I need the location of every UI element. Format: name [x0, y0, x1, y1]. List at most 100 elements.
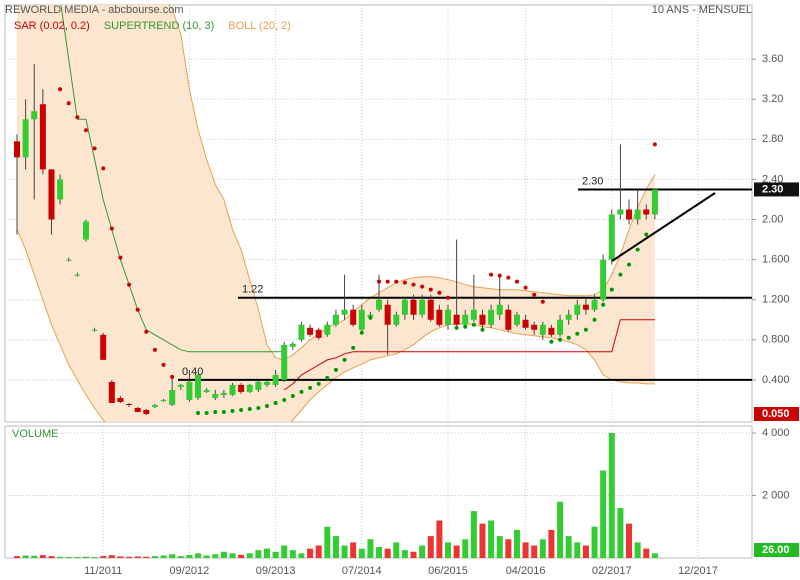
sar-dot [437, 290, 442, 295]
sar-dot [446, 295, 450, 300]
sar-dot [144, 329, 149, 334]
volume-bar [488, 520, 495, 558]
sar-dot [549, 339, 554, 344]
sar-dot [402, 280, 407, 285]
level-label: 2.30 [582, 175, 603, 187]
candle-body [91, 329, 98, 331]
candle-body [324, 324, 331, 335]
sar-dot [333, 367, 338, 372]
x-tick-label: 09/2013 [256, 565, 296, 577]
volume-bar [479, 523, 486, 558]
level-label: 1.22 [242, 284, 263, 296]
candle-body [195, 374, 202, 398]
candle-body [186, 381, 193, 400]
sar-dot [256, 405, 261, 410]
sar-dot [618, 272, 623, 277]
sar-dot [127, 282, 132, 287]
sar-dot [282, 397, 287, 402]
volume-title: VOLUME [12, 428, 58, 440]
volume-bar [513, 529, 520, 558]
volume-bar [143, 556, 150, 558]
candle-body [134, 407, 141, 412]
sar-dot [644, 232, 649, 237]
candle-body [212, 393, 219, 398]
volume-bar [367, 539, 374, 558]
volume-bar [617, 508, 624, 558]
sar-dot [196, 410, 201, 415]
candle-body [281, 344, 288, 380]
volume-bar [453, 545, 460, 558]
volume-bar [74, 557, 81, 558]
candle-body [651, 189, 658, 215]
indicator-line [283, 319, 655, 391]
legend-entry: BOLL (20, 2) [228, 20, 291, 32]
y-tick-label: 2 000 [762, 489, 790, 501]
candle-body [427, 299, 434, 320]
candle-body [177, 384, 184, 387]
sar-dot [221, 409, 226, 414]
candle-body [539, 324, 546, 335]
candle-body [272, 374, 279, 385]
volume-bar [220, 551, 227, 558]
volume-bar [22, 555, 29, 558]
sar-dot [273, 400, 278, 405]
sar-dot [489, 272, 494, 277]
candle-body [255, 381, 262, 390]
volume-bar [651, 553, 658, 558]
sar-dot [583, 327, 588, 332]
sar-dot [368, 315, 373, 320]
candle-body [445, 309, 451, 325]
candle-body [436, 309, 443, 325]
candle-body [39, 104, 46, 170]
volume-bar [462, 539, 469, 558]
volume-bar [608, 433, 615, 558]
volume-bar [376, 547, 383, 558]
volume-bar [531, 545, 538, 558]
indicator-line [60, 5, 285, 353]
sar-dot [359, 330, 364, 335]
y-tick-label: 1.600 [762, 254, 790, 266]
volume-bar [195, 553, 202, 558]
candle-body [100, 334, 107, 360]
level-label: 0.40 [182, 366, 203, 378]
sar-dot [290, 393, 295, 398]
sar-dot [566, 335, 571, 340]
x-tick-label: 02/2017 [592, 565, 632, 577]
sar-dot [411, 282, 416, 287]
legend-entry: SUPERTREND (10, 3) [104, 20, 214, 32]
candle-body [74, 274, 81, 276]
volume-bar [212, 554, 219, 558]
sar-dot [558, 337, 563, 342]
x-tick-label: 04/2016 [506, 565, 546, 577]
candle-body [160, 399, 167, 401]
sar-dot [135, 307, 140, 312]
candle-body [488, 309, 495, 325]
sar-dot [152, 347, 157, 352]
candle-body [358, 309, 365, 330]
volume-bar [470, 511, 477, 558]
last-price-label: 2.30 [762, 183, 783, 195]
candle-body [582, 304, 589, 310]
volume-bar [238, 554, 245, 558]
sar-dot [66, 101, 71, 106]
candle-body [289, 343, 296, 347]
y-tick-label: 1.200 [762, 294, 790, 306]
volume-bar [48, 556, 55, 558]
volume-plot [5, 426, 752, 558]
volume-bar [91, 557, 98, 558]
volume-bar [263, 548, 270, 558]
volume-panel [4, 425, 753, 559]
y-tick-label: 3.20 [762, 93, 783, 105]
volume-bar [505, 539, 512, 558]
y-tick-label: 4 000 [762, 427, 790, 439]
volume-bar [419, 545, 426, 558]
volume-bar [557, 501, 564, 558]
volume-bar [126, 556, 133, 558]
sar-dot [635, 247, 640, 252]
volume-bar [117, 556, 124, 558]
sar-dot [213, 409, 218, 414]
candle-body [626, 209, 633, 220]
y-tick-label: 2.00 [762, 213, 783, 225]
volume-bar [151, 556, 158, 558]
